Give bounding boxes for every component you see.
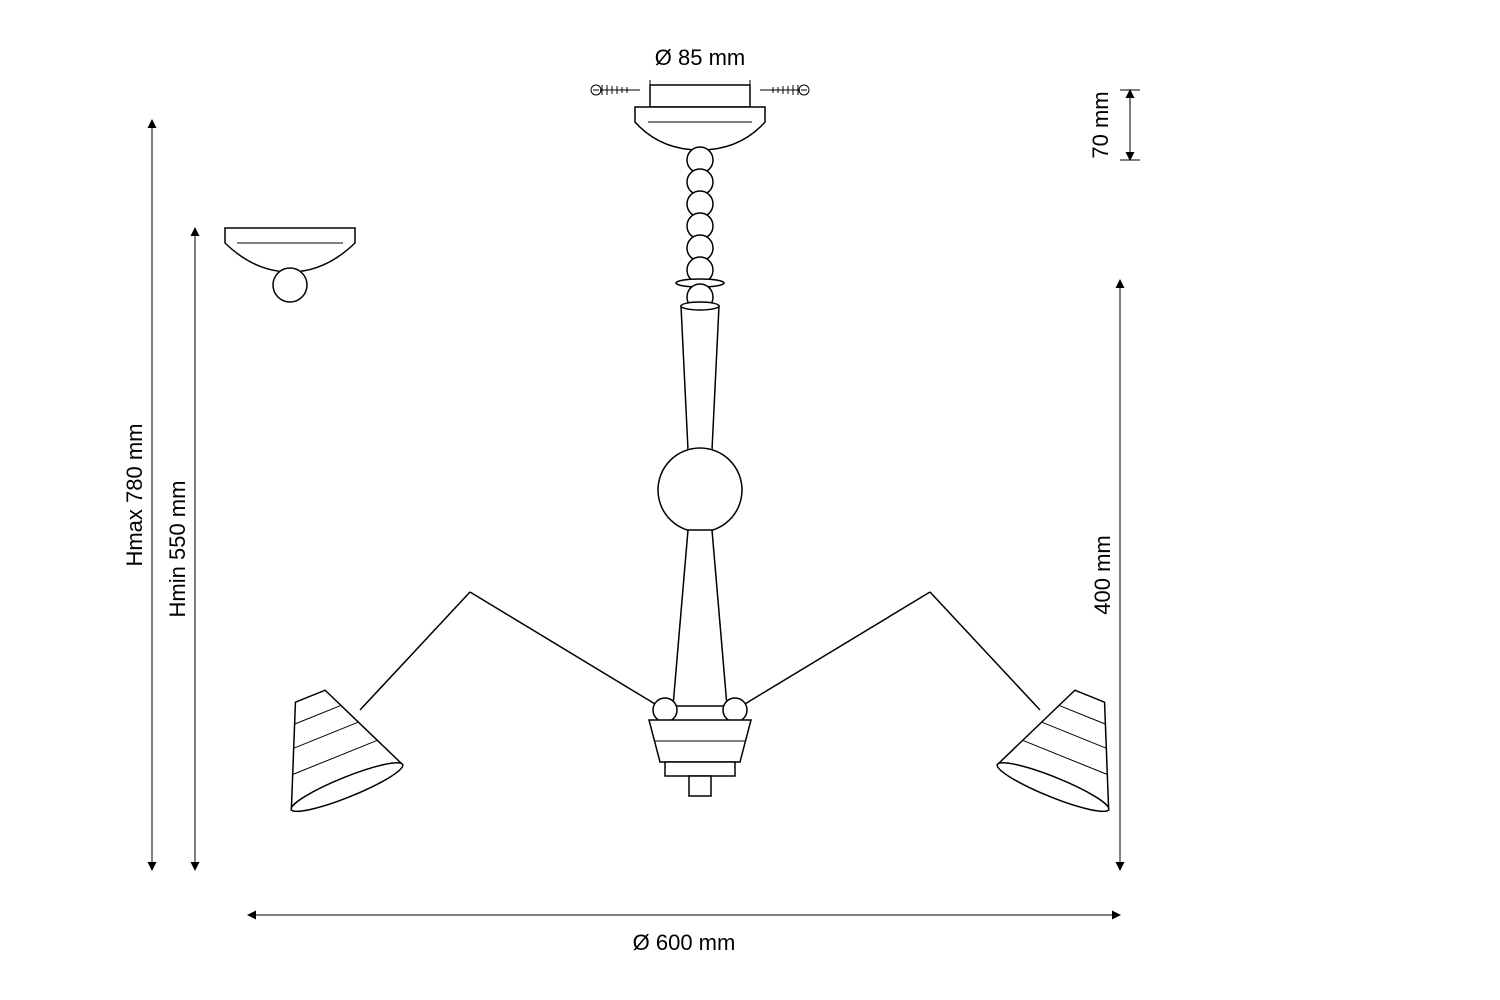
dim-body-height-label: 400 mm [1090,535,1115,614]
arm-joint-right [723,698,747,722]
arm-left [360,592,665,710]
screw-right [760,85,809,95]
dim-bottom-diameter-label: Ø 600 mm [633,930,736,955]
shade-right [994,674,1146,819]
technical-drawing: Ø 85 mm [0,0,1500,1000]
bottom-hub [649,720,751,796]
stem-lower [673,530,727,706]
dim-canopy-height: 70 mm [1088,90,1140,160]
arm-joint-left [653,698,677,722]
shade-left [255,674,407,819]
dim-hmin: Hmin 550 mm [165,228,195,870]
center-ball [658,448,742,532]
dim-hmax: Hmax 780 mm [122,120,152,870]
arm-right [735,592,1040,710]
stem-upper [681,302,719,450]
dim-top-diameter-label: Ø 85 mm [655,45,745,70]
screw-left [591,85,640,95]
dim-hmax-label: Hmax 780 mm [122,423,147,566]
canopy-main [635,85,765,150]
canopy-detail [225,228,355,302]
dim-hmin-label: Hmin 550 mm [165,481,190,618]
dim-bottom-diameter: Ø 600 mm [248,915,1120,955]
dim-canopy-height-label: 70 mm [1088,91,1113,158]
chain [687,147,713,283]
